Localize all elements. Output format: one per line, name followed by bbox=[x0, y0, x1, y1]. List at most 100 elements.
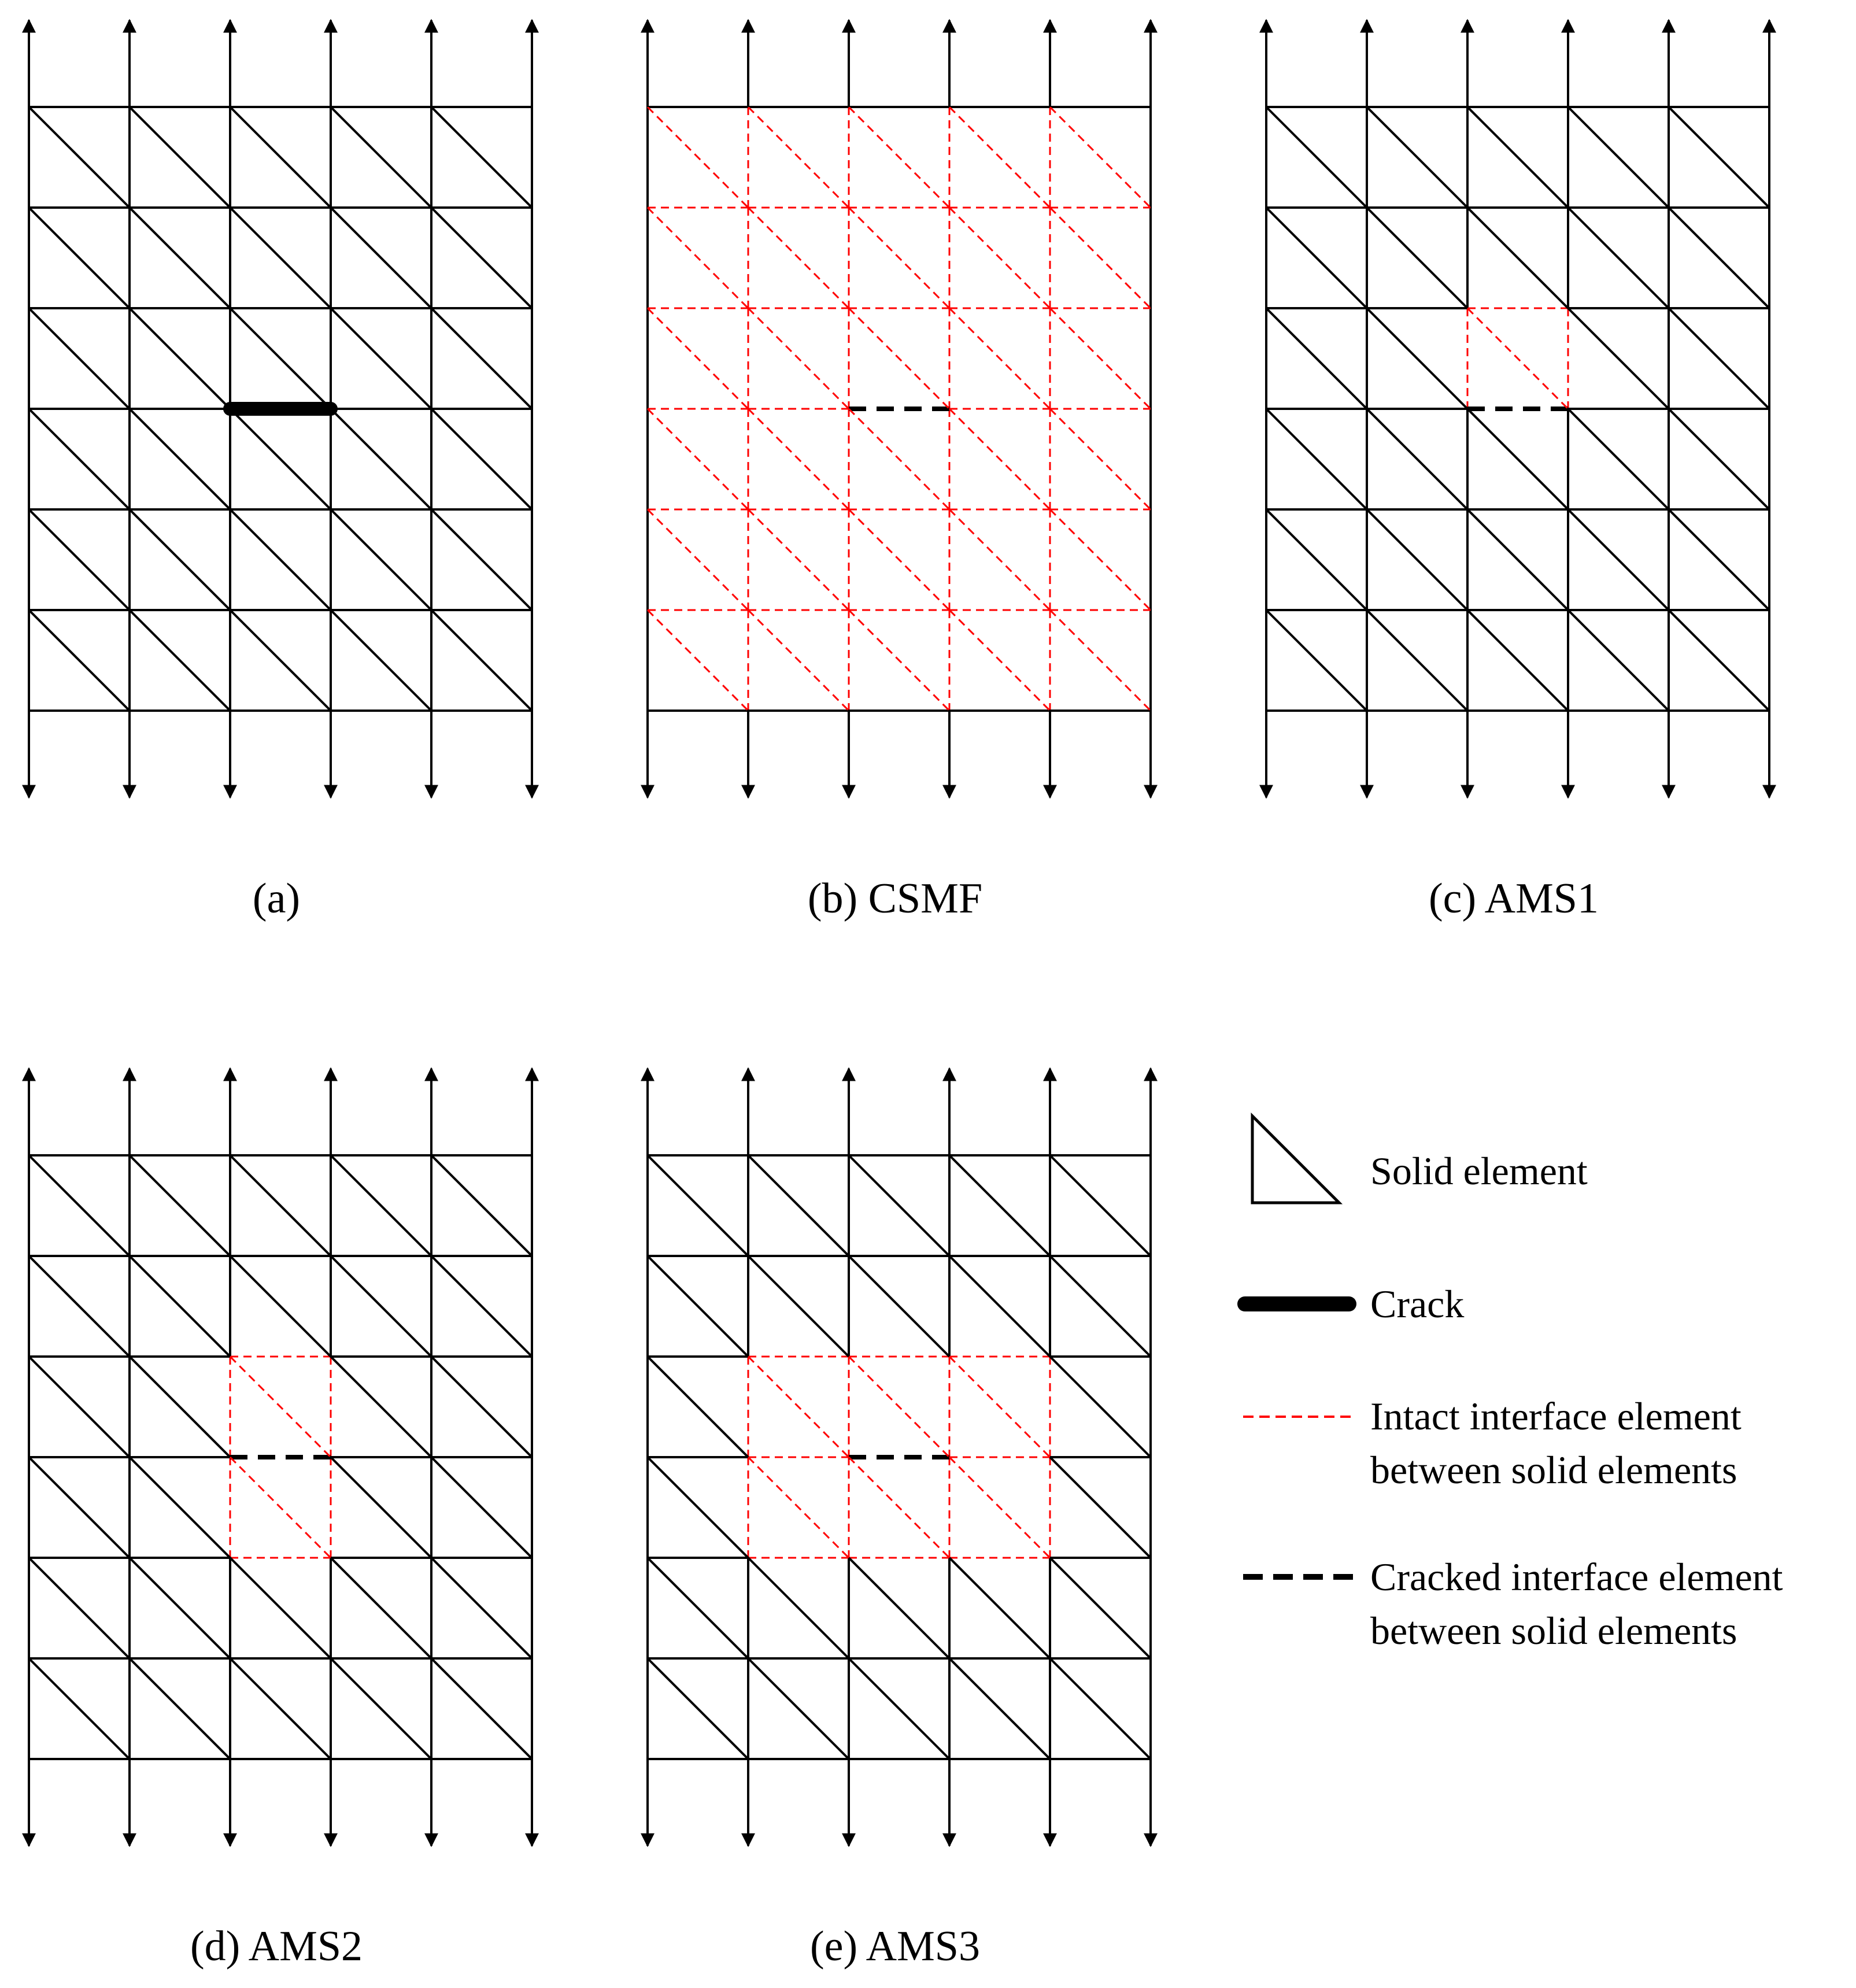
mesh-diagonal bbox=[1049, 1657, 1152, 1760]
mesh-diagonal bbox=[848, 1657, 951, 1760]
mesh-diagonal bbox=[1366, 106, 1469, 209]
mesh-diagonal bbox=[1466, 206, 1569, 309]
intact-interface-element bbox=[848, 508, 951, 611]
caption-b: (b) CSMF bbox=[808, 875, 982, 922]
mesh-diagonal bbox=[1567, 408, 1670, 511]
panel-c bbox=[1259, 19, 1776, 799]
intact-interface-element bbox=[1049, 609, 1152, 712]
mesh-diagonal bbox=[128, 106, 231, 209]
intact-interface-element bbox=[848, 408, 951, 511]
mesh-diagonal bbox=[229, 1557, 332, 1660]
mesh-diagonal bbox=[229, 408, 332, 511]
mesh-diagonal bbox=[747, 1255, 850, 1358]
caption-a: (a) bbox=[253, 875, 300, 922]
mesh-diagonal bbox=[330, 1456, 432, 1559]
mesh-diagonal bbox=[848, 1255, 951, 1358]
mesh-diagonal bbox=[1049, 1557, 1152, 1660]
intact-interface-element bbox=[747, 206, 850, 309]
mesh-diagonal bbox=[1265, 106, 1368, 209]
mesh-diagonal bbox=[128, 206, 231, 309]
mesh-diagonal bbox=[1366, 307, 1469, 410]
mesh-diagonal bbox=[128, 307, 231, 410]
mesh-diagonal bbox=[1366, 508, 1469, 611]
intact-interface-element bbox=[1049, 307, 1152, 410]
mesh-diagonal bbox=[1567, 106, 1670, 209]
mesh-diagonal bbox=[646, 1355, 749, 1458]
mesh-diagonal bbox=[1668, 508, 1770, 611]
mesh-diagonal bbox=[128, 508, 231, 611]
mesh-diagonal bbox=[430, 1355, 533, 1458]
mesh-diagonal bbox=[948, 1557, 1051, 1660]
mesh-diagonal bbox=[1049, 1456, 1152, 1559]
legend-intact-label-line2: between solid elements bbox=[1370, 1448, 1737, 1492]
intact-interface-element bbox=[646, 508, 749, 611]
intact-interface-element bbox=[646, 206, 749, 309]
mesh-diagonal bbox=[229, 1154, 332, 1257]
mesh-diagonal bbox=[28, 307, 131, 410]
mesh-diagonal bbox=[229, 307, 332, 410]
legend-cracked-label-line2: between solid elements bbox=[1370, 1609, 1737, 1653]
intact-interface-element bbox=[229, 1456, 332, 1559]
mesh-diagonal bbox=[1668, 206, 1770, 309]
mesh-diagonal bbox=[646, 1657, 749, 1760]
mesh-diagonal bbox=[1366, 408, 1469, 511]
mesh-diagonal bbox=[646, 1154, 749, 1257]
intact-interface-element bbox=[848, 1355, 951, 1458]
mesh-diagonal bbox=[28, 1255, 131, 1358]
legend: Solid element Crack Intact interface ele… bbox=[1237, 1112, 1783, 1653]
intact-interface-element bbox=[948, 508, 1051, 611]
mesh-diagonal bbox=[229, 609, 332, 712]
intact-interface-element bbox=[646, 307, 749, 410]
mesh-diagonal bbox=[747, 1557, 850, 1660]
mesh-diagonal bbox=[1567, 307, 1670, 410]
mesh-diagonal bbox=[128, 1355, 231, 1458]
mesh-diagonal bbox=[330, 1255, 432, 1358]
intact-interface-element bbox=[848, 1456, 951, 1559]
mesh-diagonal bbox=[28, 106, 131, 209]
mesh-diagonal bbox=[128, 1255, 231, 1358]
mesh-diagonal bbox=[430, 307, 533, 410]
mesh-diagonal bbox=[330, 508, 432, 611]
mesh-diagonal bbox=[1466, 609, 1569, 712]
mesh-diagonal bbox=[28, 609, 131, 712]
intact-interface-element bbox=[948, 1456, 1051, 1559]
intact-interface-element bbox=[948, 609, 1051, 712]
mesh-diagonal bbox=[229, 1657, 332, 1760]
mesh-diagonal bbox=[1466, 408, 1569, 511]
mesh-diagonal bbox=[1466, 508, 1569, 611]
mesh-diagonal bbox=[1265, 609, 1368, 712]
intact-interface-element bbox=[747, 1355, 850, 1458]
mesh-diagonal bbox=[1265, 206, 1368, 309]
mesh-diagonal bbox=[28, 1154, 131, 1257]
mesh-diagonal bbox=[848, 1154, 951, 1257]
mesh-diagonal bbox=[229, 508, 332, 611]
panel-d bbox=[22, 1067, 539, 1847]
mesh-diagonal bbox=[747, 1657, 850, 1760]
panel-e bbox=[641, 1067, 1158, 1847]
mesh-diagonal bbox=[430, 1255, 533, 1358]
intact-interface-element bbox=[848, 307, 951, 410]
mesh-diagonal bbox=[28, 1557, 131, 1660]
mesh-diagonal bbox=[646, 1557, 749, 1660]
mesh-diagonal bbox=[1466, 106, 1569, 209]
intact-interface-element bbox=[229, 1355, 332, 1458]
mesh-diagonal bbox=[229, 106, 332, 209]
intact-interface-element bbox=[747, 508, 850, 611]
intact-interface-element bbox=[747, 106, 850, 209]
panel-b bbox=[641, 19, 1158, 799]
mesh-diagonal bbox=[848, 1557, 951, 1660]
mesh-diagonal bbox=[128, 1456, 231, 1559]
mesh-diagonal bbox=[646, 1255, 749, 1358]
mesh-diagonal bbox=[128, 408, 231, 511]
mesh-diagonal bbox=[1049, 1255, 1152, 1358]
mesh-diagonal bbox=[430, 1154, 533, 1257]
mesh-diagonal bbox=[28, 408, 131, 511]
mesh-diagonal bbox=[28, 1355, 131, 1458]
mesh-diagonal bbox=[128, 1557, 231, 1660]
mesh-diagonal bbox=[430, 609, 533, 712]
solid-element-icon bbox=[1251, 1112, 1343, 1204]
mesh-diagonal bbox=[430, 106, 533, 209]
mesh-diagonal bbox=[948, 1255, 1051, 1358]
intact-interface-element bbox=[1466, 307, 1569, 410]
